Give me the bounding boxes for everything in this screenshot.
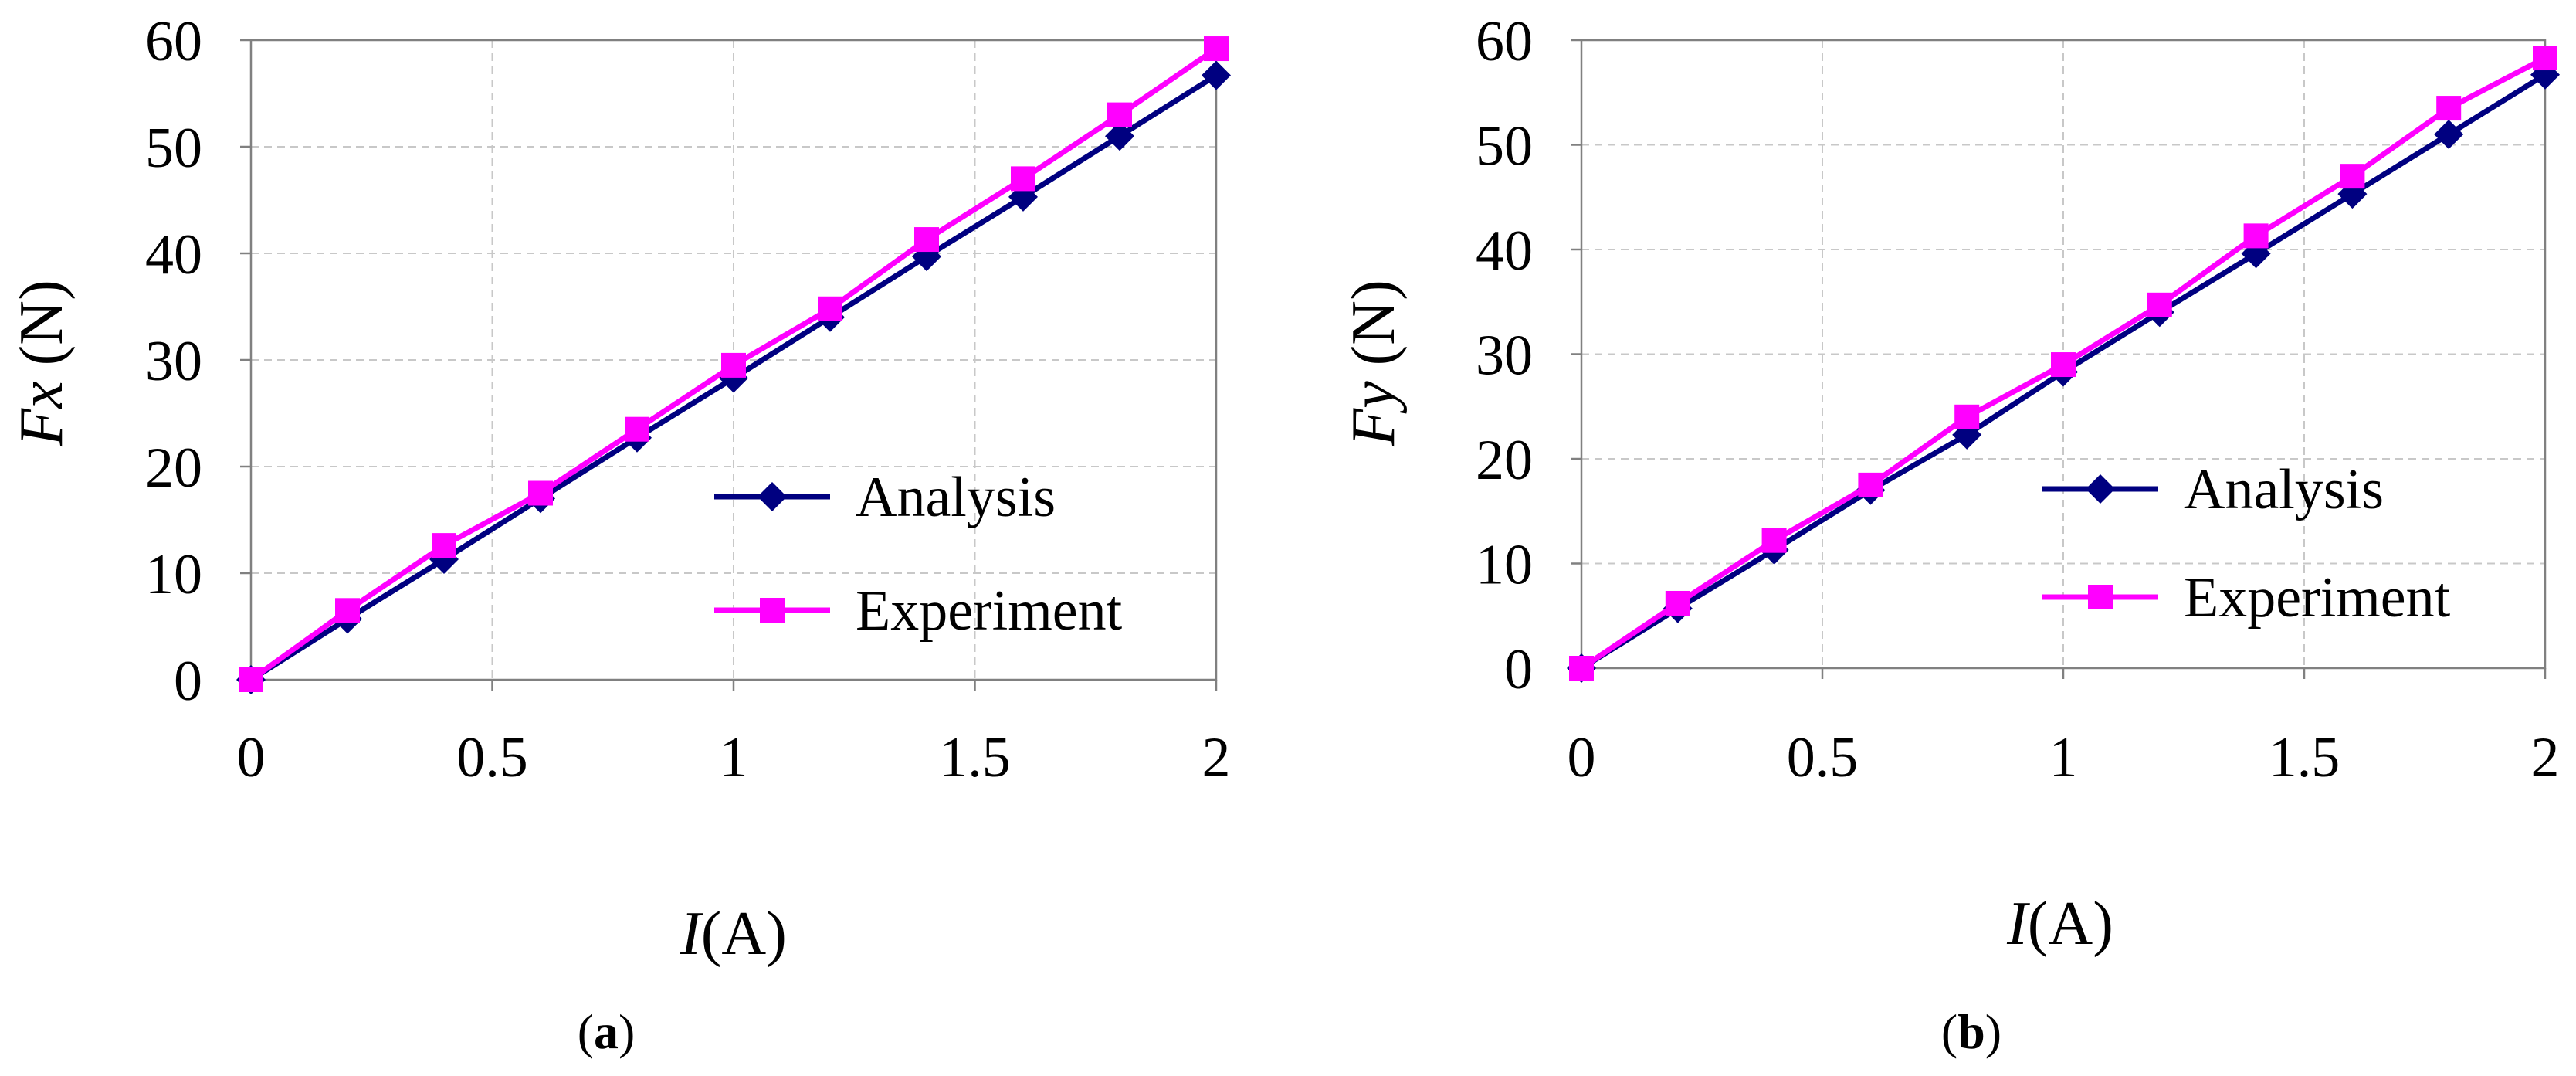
panel-b: 0 10 20 30 40 50 60 0 0.5 1 1.5 2 Analysis Experiment… <box>1340 10 2560 1059</box>
analysis-data-point <box>2434 119 2464 149</box>
experiment-data-point <box>1204 36 1229 62</box>
legend-square-marker <box>2088 585 2113 609</box>
analysis-data-point <box>1202 60 1231 90</box>
experiment-data-point <box>2051 352 2076 378</box>
x-tick-label: 1 <box>720 726 748 789</box>
experiment-data-point <box>2340 164 2365 189</box>
caption-open-paren: ( <box>1941 1004 1957 1059</box>
x-tick-label: 2 <box>2531 726 2560 789</box>
experiment-data-point <box>721 352 746 378</box>
y-tick-label: 20 <box>145 436 202 500</box>
x-tick-label: 1.5 <box>2269 726 2340 789</box>
y-tick-label: 30 <box>1476 324 1533 388</box>
x-axis-unit: (A) <box>701 900 787 968</box>
y-axis-unit: (N) <box>1340 280 1408 381</box>
x-tick-label: 2 <box>1202 726 1231 789</box>
y-tick-label: 60 <box>145 10 202 73</box>
y-tick-label: 50 <box>145 117 202 180</box>
y-axis-title: Fy (N) <box>1340 280 1408 446</box>
experiment-data-point <box>528 480 553 506</box>
experiment-data-point <box>2436 96 2462 121</box>
experiment-data-point <box>1858 472 1883 497</box>
y-tick-label: 0 <box>1504 638 1533 701</box>
x-tick-label: 0 <box>237 726 266 789</box>
experiment-data-point <box>1569 656 1594 681</box>
experiment-data-point <box>1761 528 1787 553</box>
legend-diamond-marker <box>758 482 787 511</box>
experiment-data-point <box>914 227 939 253</box>
x-tick-label: 0.5 <box>456 726 528 789</box>
caption-close-paren: ) <box>619 1004 635 1059</box>
experiment-data-point <box>1665 590 1690 616</box>
analysis-data-point <box>1105 121 1134 151</box>
y-tick-label: 40 <box>145 223 202 287</box>
y-tick-label: 60 <box>1476 10 1533 73</box>
caption-close-paren: ) <box>1985 1004 2001 1059</box>
experiment-data-point <box>2243 223 2269 249</box>
panel-caption: (b) <box>1941 1004 2001 1059</box>
caption-letter: a <box>594 1004 619 1059</box>
y-tick-label: 30 <box>145 330 202 393</box>
legend-label-experiment: Experiment <box>856 579 1123 643</box>
x-axis-title: I(A) <box>680 900 787 968</box>
panel-a: 0 10 20 30 40 50 60 0 0.5 1 1.5 2 Analysis Experiment… <box>8 10 1231 1059</box>
x-axis-variable: I <box>2006 890 2030 958</box>
experiment-data-point <box>1954 404 1980 429</box>
x-axis-variable: I <box>680 900 703 968</box>
caption-letter: b <box>1957 1004 1985 1059</box>
x-tick-label: 1 <box>2049 726 2078 789</box>
x-tick-label: 1.5 <box>939 726 1011 789</box>
experiment-data-point <box>239 667 263 692</box>
y-axis-unit: (N) <box>8 280 76 381</box>
legend-diamond-marker <box>2086 474 2115 504</box>
experiment-data-point <box>2147 292 2172 317</box>
y-axis-variable: Fy <box>1340 381 1408 447</box>
y-tick-label: 0 <box>174 650 202 713</box>
caption-open-paren: ( <box>578 1004 594 1059</box>
x-axis-unit: (A) <box>2028 890 2113 958</box>
experiment-data-point <box>625 416 649 442</box>
y-axis-variable: Fx <box>8 381 76 446</box>
y-tick-label: 40 <box>1476 219 1533 283</box>
y-tick-label: 20 <box>1476 429 1533 492</box>
legend-label-analysis: Analysis <box>856 466 1056 529</box>
y-tick-label: 10 <box>145 543 202 606</box>
legend-square-marker <box>760 598 785 623</box>
y-tick-label: 50 <box>1476 115 1533 178</box>
legend-label-experiment: Experiment <box>2184 566 2451 630</box>
experiment-data-point <box>432 533 456 558</box>
experiment-data-point <box>335 598 360 623</box>
x-tick-label: 0.5 <box>1787 726 1859 789</box>
panel-caption: (a) <box>578 1004 636 1059</box>
x-axis-title: I(A) <box>2006 890 2113 958</box>
y-axis-title: Fx (N) <box>8 280 76 446</box>
y-tick-label: 10 <box>1476 534 1533 597</box>
experiment-data-point <box>1107 102 1132 127</box>
experiment-data-point <box>2533 46 2557 71</box>
x-tick-label: 0 <box>1568 726 1596 789</box>
legend-label-analysis: Analysis <box>2184 458 2384 521</box>
experiment-data-point <box>1011 166 1035 192</box>
experiment-data-point <box>818 296 842 321</box>
